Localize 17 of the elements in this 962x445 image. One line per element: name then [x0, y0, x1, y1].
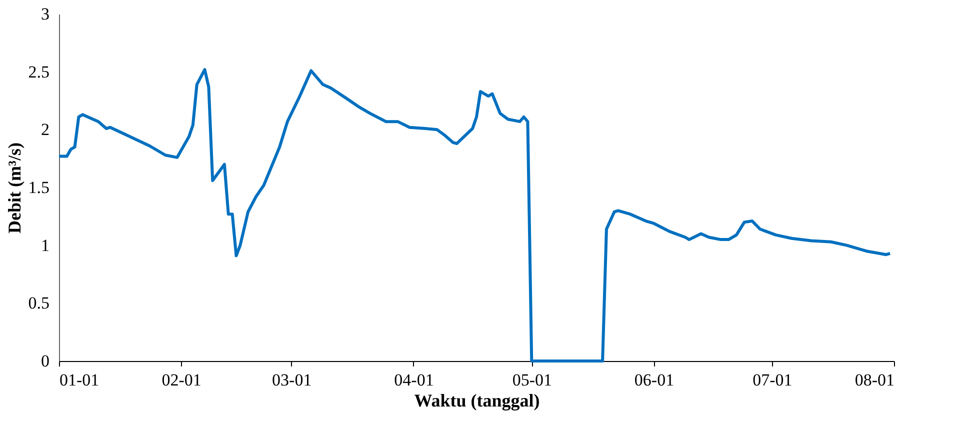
x-tick-label: 02-01 [162, 370, 202, 390]
y-tick-label: 3 [41, 4, 50, 24]
y-tick-label: 1.5 [28, 178, 50, 197]
y-axis-title: Debit (m³/s) [4, 142, 24, 234]
x-tick-label: 01-01 [60, 370, 100, 390]
y-tick-label: 2.5 [28, 62, 50, 82]
x-tick-label: 06-01 [634, 370, 674, 390]
y-tick-label: 0 [41, 352, 50, 370]
y-tick-label: 1 [41, 236, 50, 255]
y-tick-label: 2 [41, 120, 50, 140]
x-axis-title: Waktu (tanggal) [414, 390, 540, 410]
x-tick-label: 03-01 [272, 370, 312, 390]
x-tick-label: 08-01 [854, 370, 894, 390]
x-tick-label: 04-01 [394, 370, 434, 390]
y-tick-label: 0.5 [28, 294, 50, 313]
x-tick-label: 05-01 [512, 370, 552, 390]
x-tick-label: 07-01 [752, 370, 792, 390]
